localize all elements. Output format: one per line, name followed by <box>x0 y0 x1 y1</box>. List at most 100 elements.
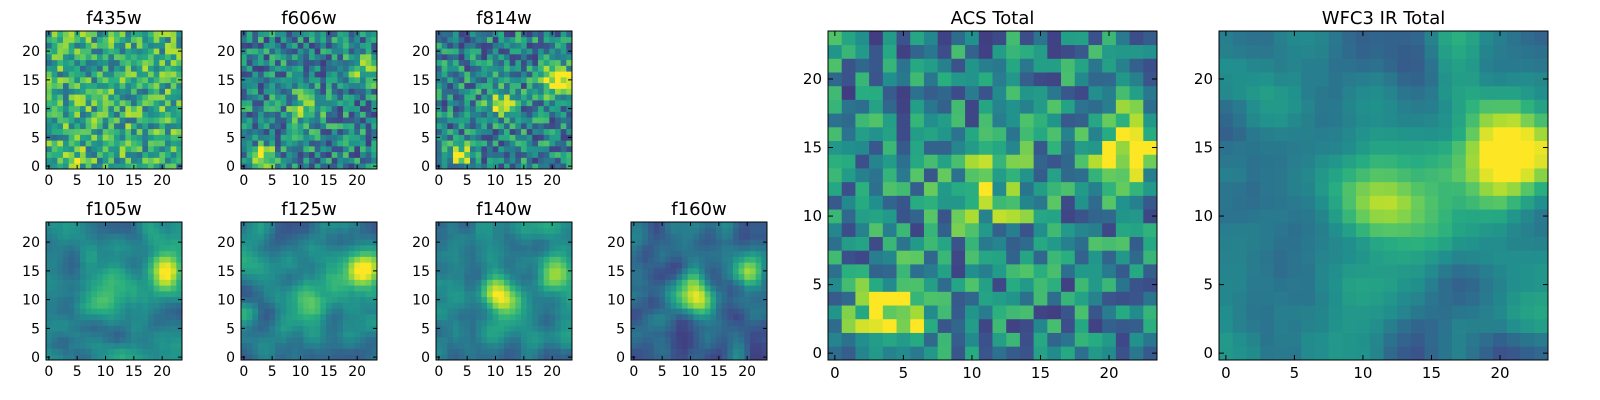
heatmap-cell <box>543 157 550 164</box>
heatmap-cell <box>74 250 81 257</box>
heatmap-cell <box>475 48 482 55</box>
heatmap-cell <box>246 134 253 141</box>
heatmap-cell <box>733 262 740 269</box>
heatmap-cell <box>153 163 160 170</box>
heatmap-cell <box>63 342 70 349</box>
heatmap-cell <box>314 222 321 229</box>
heatmap-cell <box>80 65 87 72</box>
heatmap-cell <box>309 348 316 355</box>
heatmap-cell <box>292 348 299 355</box>
heatmap-cell <box>676 222 683 229</box>
heatmap-cell <box>738 239 745 246</box>
heatmap-cell <box>46 140 53 147</box>
heatmap-cell <box>280 262 287 269</box>
heatmap-cell <box>543 302 550 309</box>
heatmap-cell <box>1465 291 1480 306</box>
heatmap-cell <box>841 195 856 210</box>
heatmap-cell <box>170 331 177 338</box>
heatmap-cell <box>258 123 265 130</box>
heatmap-cell <box>992 277 1007 292</box>
heatmap-cell <box>978 44 993 59</box>
heatmap-cell <box>492 325 499 332</box>
heatmap-cell <box>246 354 253 361</box>
heatmap-cell <box>258 65 265 72</box>
heatmap-cell <box>992 264 1007 279</box>
y-tick-label: 0 <box>812 344 822 362</box>
heatmap-cell <box>636 239 643 246</box>
heatmap-cell <box>441 42 448 49</box>
heatmap-cell <box>1033 72 1048 87</box>
heatmap-cell <box>159 123 166 130</box>
heatmap-cell <box>687 250 694 257</box>
heatmap-cell <box>1006 277 1021 292</box>
heatmap-cell <box>320 273 327 280</box>
heatmap-cell <box>108 325 115 332</box>
heatmap-cell <box>371 123 378 130</box>
heatmap-cell <box>560 342 567 349</box>
heatmap-cell <box>97 88 104 95</box>
heatmap-cell <box>326 285 333 292</box>
heatmap-cell <box>1115 264 1130 279</box>
heatmap-cell <box>515 268 522 275</box>
heatmap-cell <box>68 325 75 332</box>
heatmap-cell <box>246 88 253 95</box>
heatmap-cell <box>125 59 132 66</box>
heatmap-cell <box>1342 291 1357 306</box>
heatmap-cell <box>704 227 711 234</box>
heatmap-cell <box>538 354 545 361</box>
heatmap-cell <box>148 302 155 309</box>
heatmap-cell <box>738 348 745 355</box>
x-tick-label: 15 <box>320 364 338 380</box>
heatmap-cell <box>464 94 471 101</box>
heatmap-cell <box>521 314 528 321</box>
heatmap-cell <box>738 245 745 252</box>
heatmap-cell <box>360 245 367 252</box>
heatmap-cell <box>258 348 265 355</box>
heatmap-cell <box>543 273 550 280</box>
heatmap-cell <box>504 151 511 158</box>
heatmap-cell <box>354 88 361 95</box>
heatmap-cell <box>258 285 265 292</box>
heatmap-cell <box>252 227 259 234</box>
heatmap-cell <box>68 140 75 147</box>
heatmap-cell <box>1301 291 1316 306</box>
heatmap-cell <box>246 262 253 269</box>
heatmap-cell <box>498 151 505 158</box>
heatmap-cell <box>487 105 494 112</box>
heatmap-cell <box>331 157 338 164</box>
heatmap-cell <box>1033 264 1048 279</box>
heatmap-cell <box>159 65 166 72</box>
heatmap-cell <box>447 163 454 170</box>
heatmap-cell <box>360 331 367 338</box>
heatmap-cell <box>755 354 762 361</box>
heatmap-cell <box>297 94 304 101</box>
heatmap-cell <box>331 111 338 118</box>
heatmap-cell <box>910 85 925 100</box>
heatmap-cell <box>170 100 177 107</box>
heatmap-cell <box>263 233 270 240</box>
heatmap-cell <box>136 337 143 344</box>
heatmap-cell <box>555 65 562 72</box>
heatmap-cell <box>704 273 711 280</box>
heatmap-cell <box>63 325 70 332</box>
heatmap-cell <box>102 36 109 43</box>
heatmap-cell <box>648 250 655 257</box>
heatmap-cell <box>1534 305 1549 320</box>
heatmap-cell <box>653 354 660 361</box>
heatmap-cell <box>738 250 745 257</box>
heatmap-cell <box>63 337 70 344</box>
heatmap-cell <box>102 42 109 49</box>
heatmap-cell <box>258 157 265 164</box>
heatmap-cell <box>371 262 378 269</box>
heatmap-cell <box>653 342 660 349</box>
heatmap-cell <box>148 36 155 43</box>
heatmap-cell <box>51 302 58 309</box>
heatmap-cell <box>365 273 372 280</box>
heatmap-cell <box>292 163 299 170</box>
heatmap-cell <box>57 250 64 257</box>
heatmap-cell <box>978 291 993 306</box>
heatmap-cell <box>733 325 740 332</box>
heatmap-cell <box>532 105 539 112</box>
heatmap-cell <box>481 77 488 84</box>
